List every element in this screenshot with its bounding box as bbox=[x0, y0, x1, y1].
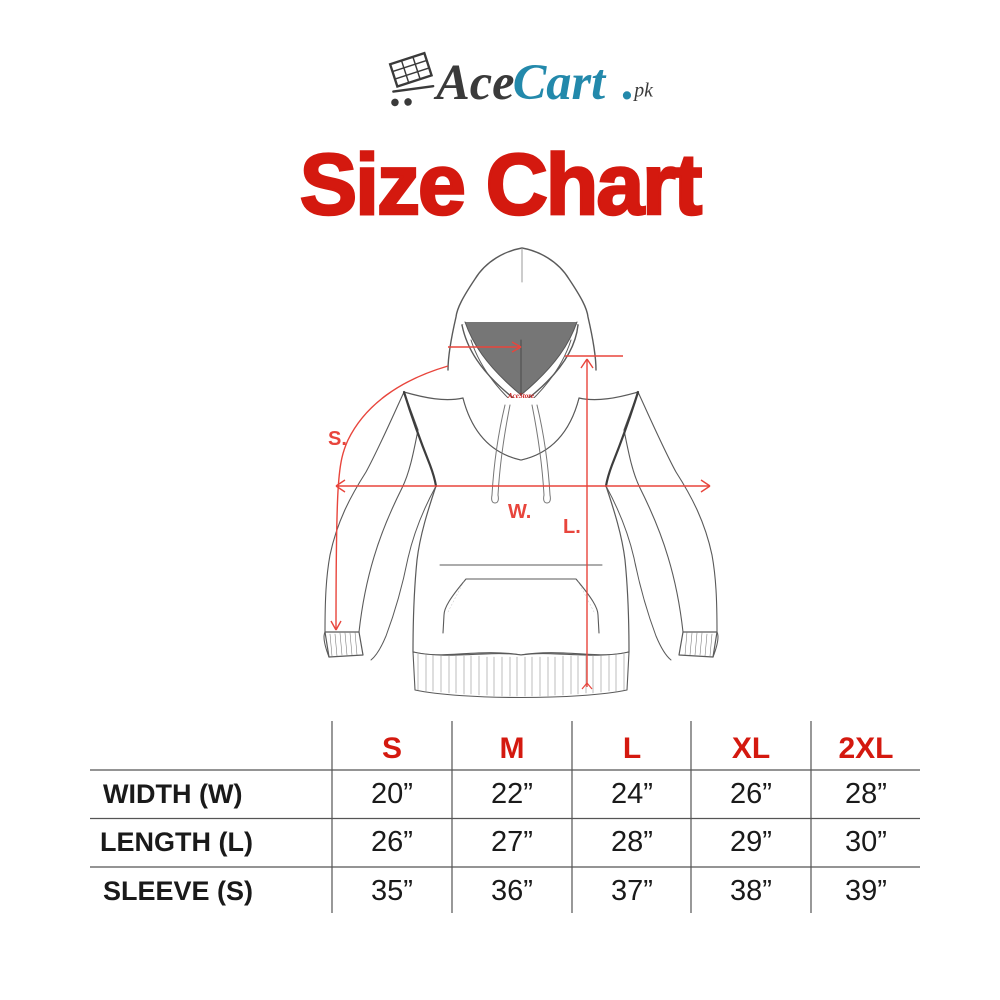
svg-text:27”: 27” bbox=[491, 826, 533, 858]
svg-text:XL: XL bbox=[732, 732, 770, 765]
svg-text:20”: 20” bbox=[371, 778, 413, 810]
svg-text:2XL: 2XL bbox=[838, 732, 893, 765]
svg-text:28”: 28” bbox=[611, 826, 653, 858]
svg-text:28”: 28” bbox=[845, 778, 887, 810]
svg-text:M: M bbox=[500, 732, 525, 765]
svg-text:35”: 35” bbox=[371, 875, 413, 907]
svg-text:SLEEVE (S): SLEEVE (S) bbox=[103, 876, 253, 906]
svg-text:30”: 30” bbox=[845, 826, 887, 858]
svg-text:LENGTH (L): LENGTH (L) bbox=[100, 827, 253, 857]
svg-text:26”: 26” bbox=[371, 826, 413, 858]
svg-text:26”: 26” bbox=[730, 778, 772, 810]
svg-text:29”: 29” bbox=[730, 826, 772, 858]
svg-text:38”: 38” bbox=[730, 875, 772, 907]
svg-text:22”: 22” bbox=[491, 778, 533, 810]
svg-text:WIDTH (W): WIDTH (W) bbox=[103, 779, 242, 809]
svg-text:39”: 39” bbox=[845, 875, 887, 907]
svg-text:36”: 36” bbox=[491, 875, 533, 907]
svg-text:37”: 37” bbox=[611, 875, 653, 907]
svg-text:L: L bbox=[623, 732, 641, 765]
svg-text:24”: 24” bbox=[611, 778, 653, 810]
svg-text:S: S bbox=[382, 732, 402, 765]
